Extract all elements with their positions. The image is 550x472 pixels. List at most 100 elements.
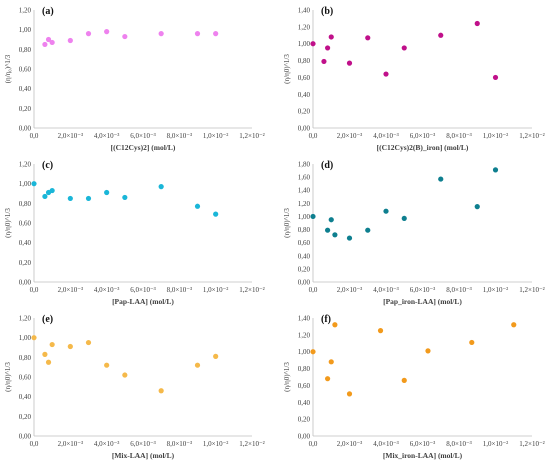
- data-point: [122, 33, 128, 40]
- y-tick-label: 0,80: [19, 46, 32, 54]
- data-point: [401, 45, 407, 51]
- x-tick-label: 2,0×10⁻³: [58, 440, 84, 448]
- data-point: [42, 193, 48, 200]
- x-tick-label: 4,0×10⁻³: [94, 132, 120, 140]
- y-tick-label: 1,20: [298, 23, 311, 31]
- y-tick-label: 0,40: [19, 239, 32, 247]
- data-point: [438, 176, 444, 182]
- x-axis-title: [(C12Cys)2(B)_iron] (mol/L): [377, 143, 469, 152]
- chart-panel-2: 0,00 0,20 0,40 0,60 0,80 1,00 1,20 0,0 2,0×10⁻³ 4…: [4, 160, 265, 306]
- data-point: [325, 376, 331, 382]
- x-tick-label: 1,0×10⁻²: [203, 132, 229, 140]
- y-axis-title: (η/η0)^1/3: [4, 208, 12, 238]
- x-tick-label: 1,0×10⁻²: [483, 440, 509, 448]
- panel-label: (a): [42, 6, 54, 17]
- y-tick-label: 0,60: [298, 74, 311, 82]
- y-tick-label: 0,40: [19, 393, 32, 401]
- x-tick-label: 1,2×10⁻²: [519, 132, 545, 140]
- x-tick-label: 1,2×10⁻²: [519, 286, 545, 294]
- x-tick-label: 1,0×10⁻²: [203, 286, 229, 294]
- y-tick-label: 1,00: [298, 213, 311, 221]
- y-tick-label: 1,20: [298, 200, 311, 208]
- x-axis-title: [Pap_iron-LAA] (mol/L): [383, 297, 462, 306]
- data-point: [67, 343, 73, 350]
- x-axis-title: [Pap-LAA] (mol/L): [112, 297, 174, 306]
- data-point: [45, 359, 52, 365]
- y-tick-label: 1,40: [298, 7, 311, 15]
- chart-panel-0: 0,00 0,20 0,40 0,60 0,80 1,00 1,20 0,0 2,0×10⁻³ 4…: [4, 6, 265, 152]
- data-point: [194, 362, 201, 368]
- y-tick-label: 0,40: [298, 399, 311, 407]
- x-tick-label: 1,2×10⁻²: [239, 132, 265, 140]
- data-point: [438, 32, 444, 38]
- data-point: [511, 322, 517, 328]
- y-tick-label: 0,00: [19, 279, 32, 287]
- x-tick-label: 6,0×10⁻³: [410, 440, 436, 448]
- y-tick-label: 0,80: [298, 365, 311, 373]
- data-point: [85, 195, 92, 202]
- y-tick-label: 0,40: [298, 91, 311, 99]
- data-point: [346, 60, 353, 66]
- data-point: [104, 189, 110, 196]
- x-tick-label: 4,0×10⁻³: [373, 286, 399, 294]
- panel-label: (d): [321, 160, 333, 171]
- x-tick-label: 0,0: [30, 286, 39, 294]
- x-tick-label: 8,0×10⁻³: [446, 132, 472, 140]
- chart-panel-3: 0,00 0,20 0,40 0,60 0,80 1,00 1,20 1,40 1,60 1,80…: [283, 160, 545, 306]
- y-tick-label: 1,40: [298, 187, 311, 195]
- x-tick-label: 1,2×10⁻²: [519, 440, 545, 448]
- data-point: [474, 204, 480, 210]
- x-tick-label: 0,0: [30, 132, 39, 140]
- x-tick-label: 0,0: [309, 440, 318, 448]
- x-tick-label: 1,2×10⁻²: [239, 286, 265, 294]
- data-point: [492, 167, 499, 173]
- x-tick-label: 6,0×10⁻³: [410, 286, 436, 294]
- y-tick-label: 0,00: [298, 279, 311, 287]
- data-point: [346, 235, 353, 241]
- data-point: [310, 349, 316, 355]
- y-tick-label: 0,80: [298, 57, 311, 65]
- data-point: [213, 353, 219, 359]
- data-point: [310, 41, 316, 47]
- y-tick-label: 1,80: [298, 161, 311, 169]
- data-point: [328, 34, 334, 40]
- chart-panel-4: 0,00 0,20 0,40 0,60 0,80 1,00 1,20 0,0 2,0×10⁻³ 4…: [4, 314, 265, 460]
- data-point: [194, 30, 201, 37]
- y-axis-title: (η/η0)^1/3: [283, 54, 291, 84]
- data-point: [67, 37, 73, 44]
- panel-label: (b): [321, 6, 333, 17]
- x-tick-label: 0,0: [309, 132, 318, 140]
- data-point: [49, 39, 55, 46]
- y-tick-label: 0,60: [19, 374, 32, 382]
- data-point: [104, 362, 110, 368]
- data-point: [328, 359, 334, 365]
- x-tick-label: 6,0×10⁻³: [410, 132, 436, 140]
- data-point: [332, 232, 338, 238]
- data-point: [42, 351, 48, 357]
- x-tick-label: 8,0×10⁻³: [167, 286, 193, 294]
- x-tick-label: 2,0×10⁻³: [337, 132, 363, 140]
- data-point: [365, 227, 371, 233]
- y-tick-label: 0,60: [298, 239, 311, 247]
- data-point: [49, 187, 55, 194]
- x-axis-title: [Mix-LAA] (mol/L): [112, 451, 175, 460]
- y-tick-label: 0,20: [298, 416, 311, 424]
- chart-panel-5: 0,00 0,20 0,40 0,60 0,80 1,00 1,20 1,40 0,0 2,0×1…: [283, 314, 545, 460]
- y-tick-label: 0,00: [19, 125, 32, 133]
- y-tick-label: 1,60: [298, 174, 311, 182]
- data-point: [67, 195, 73, 202]
- x-tick-label: 2,0×10⁻³: [58, 132, 84, 140]
- data-point: [401, 215, 407, 222]
- y-tick-label: 1,20: [19, 7, 32, 15]
- y-axis-title: (η/η0)^1/3: [283, 362, 291, 392]
- data-point: [469, 339, 475, 346]
- data-point: [365, 35, 371, 41]
- x-tick-label: 1,0×10⁻²: [483, 132, 509, 140]
- y-tick-label: 0,20: [298, 108, 311, 116]
- x-tick-label: 0,0: [309, 286, 318, 294]
- panel-label: (e): [42, 314, 53, 325]
- y-tick-label: 1,20: [298, 331, 311, 339]
- x-tick-label: 6,0×10⁻³: [130, 286, 156, 294]
- y-tick-label: 0,20: [19, 413, 32, 421]
- y-axis-title: (η/η₀)^1/3: [4, 54, 12, 83]
